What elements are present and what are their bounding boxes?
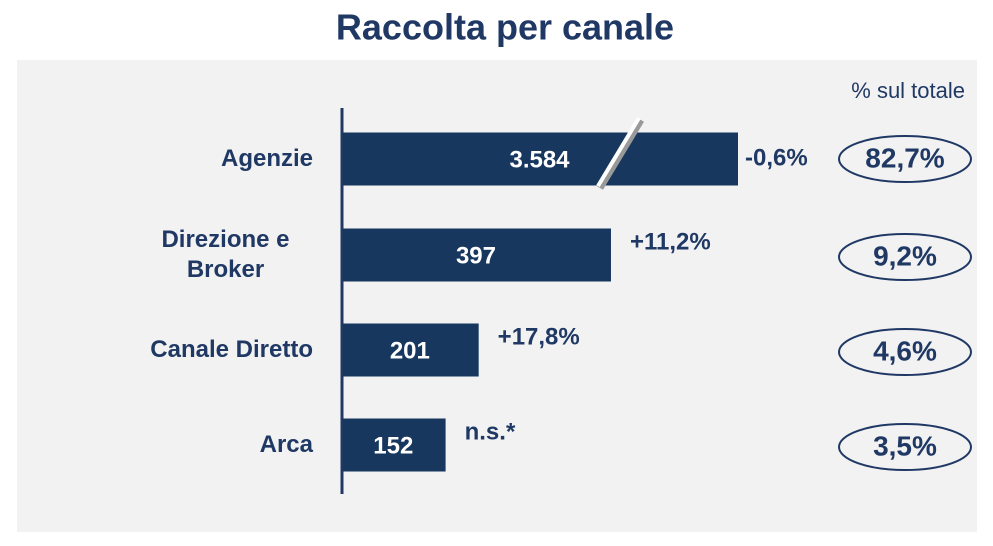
category-label: Arca [259,431,313,458]
category-label: Direzione e Broker [161,226,290,283]
bar [343,323,479,377]
change-label: n.s.* [465,418,516,445]
category-label: Agenzie [220,145,313,172]
share-label: 3,5% [873,430,937,461]
value-label: 152 [373,432,413,459]
share-header: % sul totale [851,78,965,103]
share-label: 4,6% [873,335,937,366]
value-label: 397 [456,242,496,269]
axis-break [597,118,644,190]
value-label: 3.584 [509,146,570,173]
share-ellipse [838,423,972,471]
axis-break [596,116,641,188]
share-ellipse [838,233,972,281]
chart-title: Raccolta per canale [336,7,674,48]
category-label: Canale Diretto [150,336,313,363]
panel [17,60,977,532]
share-label: 9,2% [873,240,937,271]
bar [343,132,738,186]
value-label: 201 [390,337,430,364]
change-label: +11,2% [630,228,711,255]
share-label: 82,7% [865,142,944,173]
change-label: +17,8% [498,323,580,350]
share-ellipse [838,328,972,376]
bar [343,228,611,282]
share-ellipse [838,135,972,183]
bar [343,418,446,472]
change-label: -0,6% [745,144,808,171]
